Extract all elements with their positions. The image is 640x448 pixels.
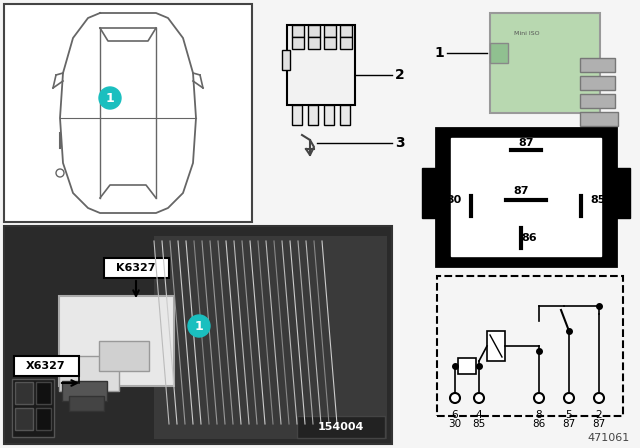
Text: 8: 8 <box>536 410 542 420</box>
Text: 6: 6 <box>452 410 458 420</box>
Text: 471061: 471061 <box>588 433 630 443</box>
Bar <box>612 168 630 218</box>
Bar <box>4 226 392 444</box>
Bar <box>69 396 104 411</box>
Text: 87: 87 <box>593 419 605 429</box>
Bar <box>580 58 615 72</box>
Bar <box>490 13 600 113</box>
Circle shape <box>474 393 484 403</box>
Text: 85: 85 <box>590 195 605 205</box>
Circle shape <box>99 87 121 109</box>
Circle shape <box>534 393 544 403</box>
Bar <box>308 37 320 49</box>
Bar <box>437 276 623 416</box>
Text: 5: 5 <box>566 410 572 420</box>
Bar <box>36 382 51 404</box>
Text: 2: 2 <box>596 410 602 420</box>
Bar <box>15 382 33 404</box>
Text: 1: 1 <box>435 46 444 60</box>
Text: K6327: K6327 <box>116 263 156 273</box>
Bar <box>154 236 387 439</box>
Text: X6327: X6327 <box>26 361 66 371</box>
Bar <box>282 50 290 70</box>
Circle shape <box>188 315 210 337</box>
Bar <box>458 358 476 374</box>
Bar <box>297 416 385 438</box>
Text: 85: 85 <box>472 419 486 429</box>
Bar <box>59 356 119 391</box>
Text: 2: 2 <box>395 68 404 82</box>
Text: 30: 30 <box>446 195 461 205</box>
Circle shape <box>450 393 460 403</box>
Bar <box>308 105 318 125</box>
Bar <box>580 76 615 90</box>
Bar <box>104 258 169 278</box>
Bar <box>292 25 304 37</box>
Text: 154004: 154004 <box>318 422 364 432</box>
Text: Mini ISO: Mini ISO <box>514 30 540 35</box>
Bar <box>308 25 320 37</box>
Circle shape <box>564 393 574 403</box>
Text: 1: 1 <box>106 91 115 104</box>
Bar <box>340 105 350 125</box>
Text: 86: 86 <box>532 419 546 429</box>
Bar <box>580 112 618 126</box>
Text: 87: 87 <box>518 138 534 148</box>
Bar <box>490 43 508 63</box>
Bar <box>99 341 149 371</box>
Bar <box>340 25 352 37</box>
Bar <box>436 128 616 266</box>
Text: 30: 30 <box>449 419 461 429</box>
Bar <box>324 37 336 49</box>
Bar <box>324 105 334 125</box>
Bar <box>15 408 33 430</box>
Bar <box>292 37 304 49</box>
Bar <box>324 25 336 37</box>
Bar <box>14 356 79 376</box>
Bar <box>287 25 355 105</box>
Text: 1: 1 <box>195 319 204 332</box>
Bar <box>12 379 54 437</box>
Bar <box>4 4 252 222</box>
Bar <box>36 408 51 430</box>
Bar <box>487 331 505 361</box>
Bar <box>292 105 302 125</box>
Bar <box>451 138 601 256</box>
Bar <box>59 296 174 386</box>
Bar <box>422 168 440 218</box>
Circle shape <box>594 393 604 403</box>
Bar <box>340 37 352 49</box>
Text: 87: 87 <box>513 186 529 196</box>
Text: 86: 86 <box>521 233 536 243</box>
Text: 3: 3 <box>395 136 404 150</box>
Text: 87: 87 <box>563 419 575 429</box>
Bar <box>62 381 107 401</box>
Text: 4: 4 <box>476 410 483 420</box>
Bar <box>580 94 615 108</box>
